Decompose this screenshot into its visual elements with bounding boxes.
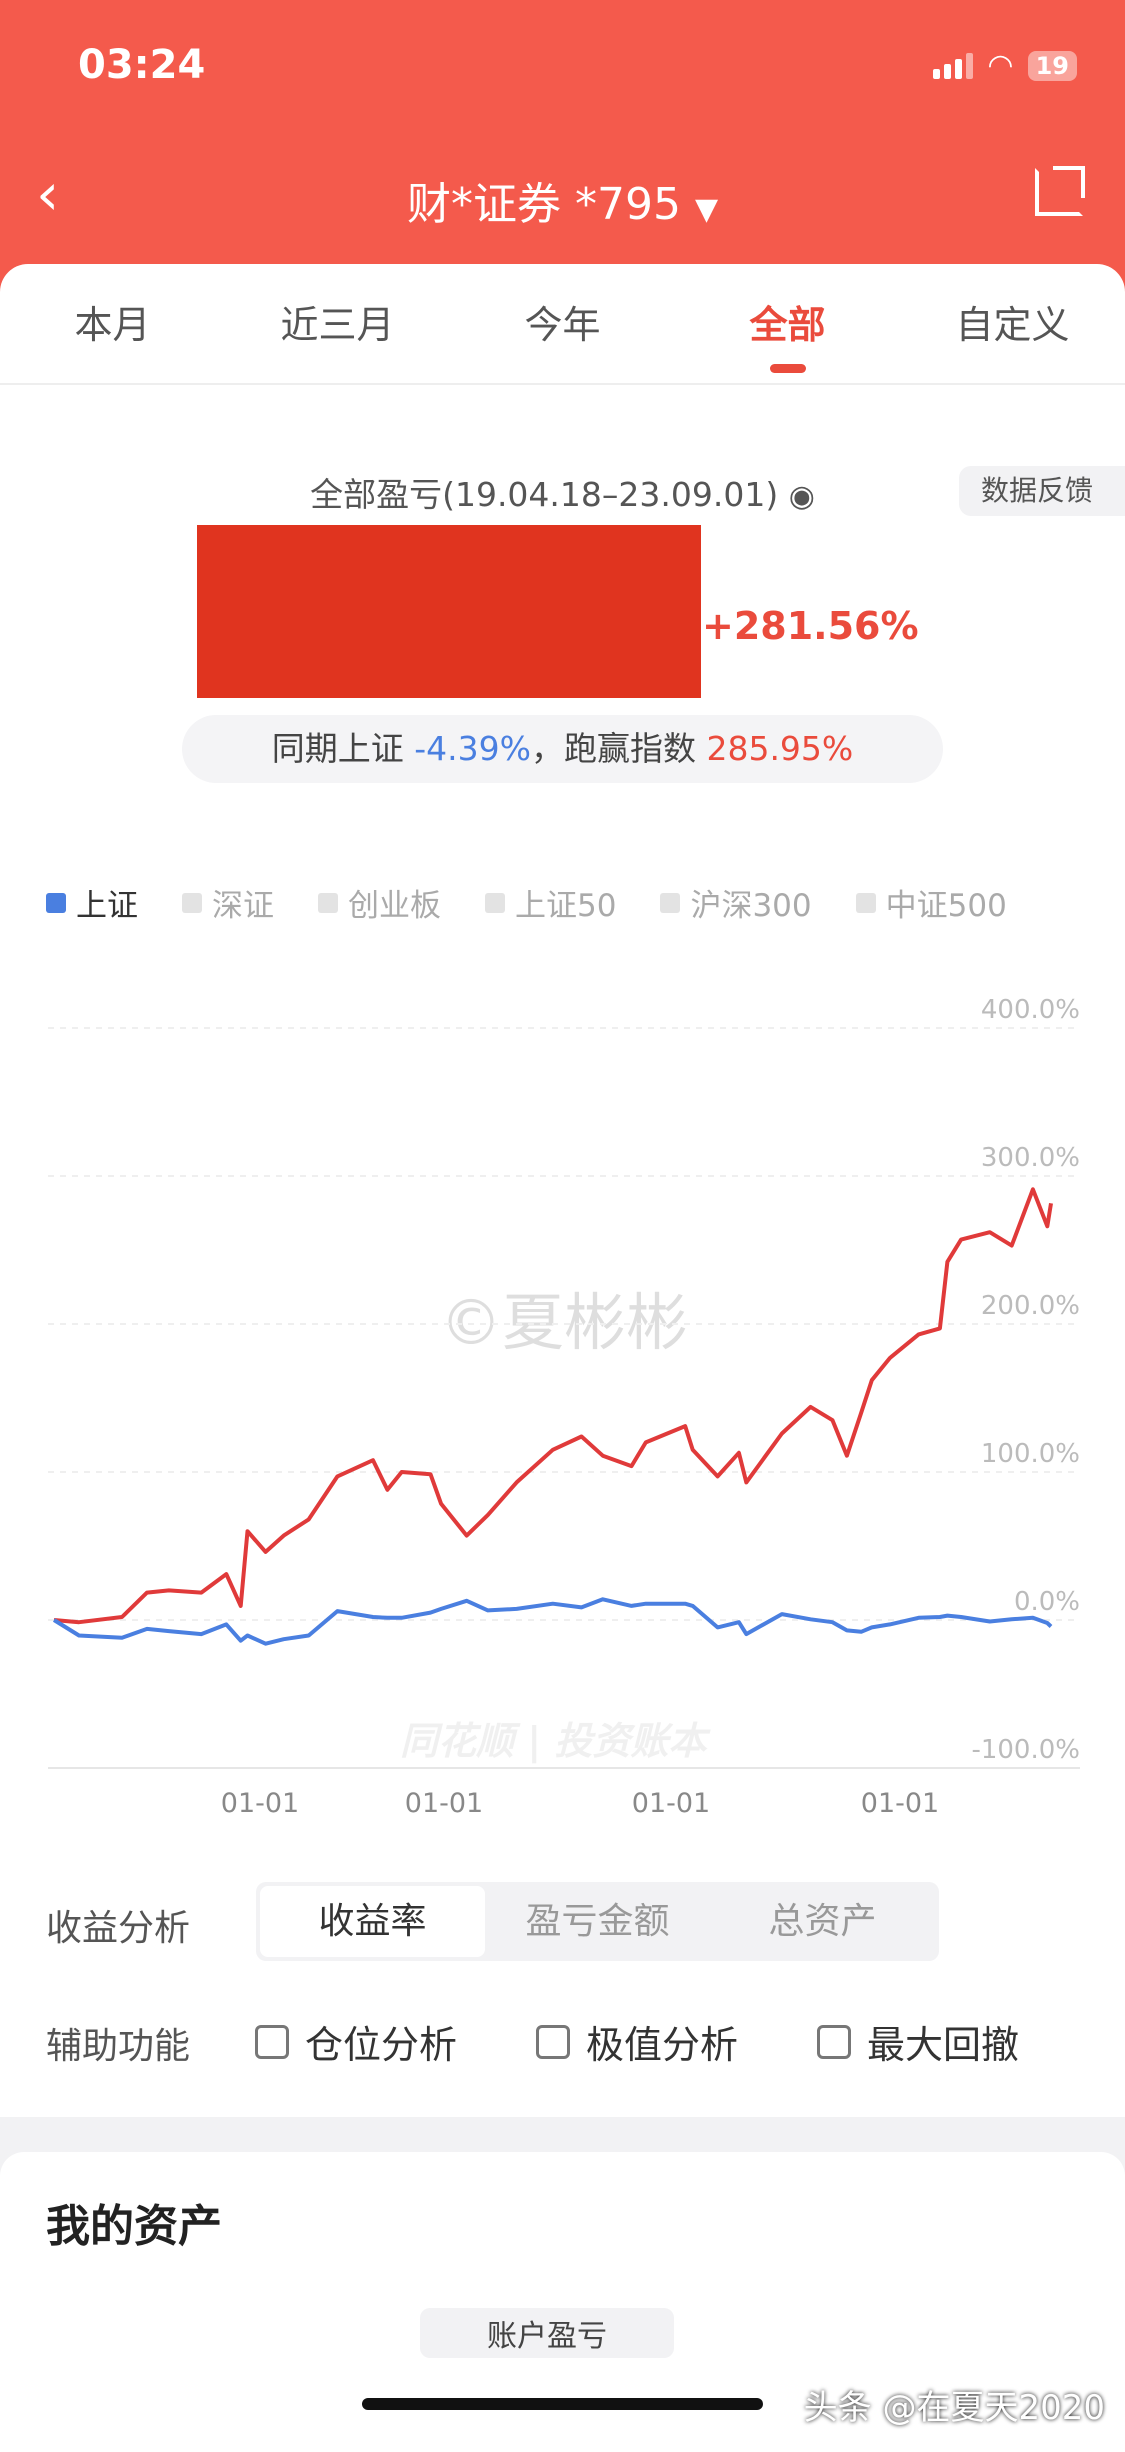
pl-title-text: 全部盈亏(19.04.18–23.09.01) [310,475,779,514]
legend-sse50[interactable]: 上证50 [485,880,616,925]
segment-pl-amount[interactable]: 盈亏金额 [525,1901,670,1942]
legend-chinext[interactable]: 创业板 [318,880,441,925]
analysis-segmented-control: 收益率 盈亏金额 总资产 [256,1882,939,1961]
aux-label: 辅助功能 [46,2026,191,2067]
author-watermark: ©夏彬彬 [440,1286,689,1359]
period-tabs: 本月 近三月 今年 全部 自定义 [0,290,1125,360]
compare-label: 同期上证 [271,729,404,768]
legend-csi500[interactable]: 中证500 [855,880,1007,925]
legend-swatch [855,892,876,913]
x-tick-label: 01-01 [404,1788,484,1819]
tab-this-year[interactable]: 今年 [524,303,601,347]
position-analysis-checkbox[interactable]: 仓位分析 [255,2014,457,2069]
feedback-button[interactable]: 数据反馈 [959,466,1125,516]
segment-total-assets[interactable]: 总资产 [768,1901,877,1942]
checkbox-label: 极值分析 [586,2023,739,2067]
y-tick-label: 300.0% [981,1143,1080,1173]
account-title: 财*证券 *795 [406,179,681,230]
header-bar [0,0,1125,300]
pl-title: 全部盈亏(19.04.18–23.09.01) ◉ [0,468,1125,516]
checkbox-icon [817,2024,851,2059]
legend-label: 沪深300 [690,888,812,924]
y-tick-label: -100.0% [971,1735,1080,1765]
checkbox-icon [536,2024,570,2059]
checkbox-icon [255,2024,289,2059]
account-return-line [53,1187,1053,1625]
legend-swatch [46,892,66,913]
legend-label: 上证50 [515,888,617,924]
tab-all[interactable]: 全部 [749,303,826,347]
share-icon[interactable] [1035,166,1085,216]
y-tick-label: 200.0% [981,1291,1080,1321]
analysis-label: 收益分析 [46,1908,191,1949]
legend-label: 中证500 [885,888,1007,924]
index-comparison: 同期上证 -4.39%，跑赢指数 285.95% [182,715,943,783]
max-drawdown-checkbox[interactable]: 最大回撤 [817,2014,1019,2069]
tab-custom[interactable]: 自定义 [955,303,1070,347]
legend-swatch [182,892,202,913]
legend-label: 深证 [212,888,274,924]
tab-month[interactable]: 本月 [74,303,151,347]
return-percent: +281.56% [702,604,919,648]
checkbox-label: 仓位分析 [305,2023,458,2067]
x-tick-label: 01-01 [631,1788,711,1819]
legend-swatch [485,892,505,913]
legend-csi300[interactable]: 沪深300 [660,880,812,925]
account-selector[interactable]: 财*证券 *795 ▼ [0,168,1125,232]
corner-watermark: 头条 @在夏天2020 [803,2388,1105,2428]
y-tick-label: 400.0% [981,995,1080,1025]
beat-label: ，跑赢指数 [530,729,696,768]
segment-return-rate[interactable]: 收益率 [260,1886,485,1957]
battery-icon: 19 [1027,50,1077,81]
return-chart[interactable]: 400.0% 300.0% 200.0% 100.0% 0.0% -100.0% [0,980,1125,1830]
shanghai-index-line [52,1597,1053,1646]
eye-icon[interactable]: ◉ [788,479,815,514]
divider [0,383,1125,385]
beat-percent: 285.95% [706,729,854,768]
legend-shenzhen[interactable]: 深证 [182,880,274,925]
extreme-analysis-checkbox[interactable]: 极值分析 [536,2014,738,2069]
redacted-amount [197,525,701,698]
tab-three-months[interactable]: 近三月 [280,303,395,347]
brand-watermark: 同花顺 | 投资账本 [400,1719,707,1763]
account-pl-button[interactable]: 账户盈亏 [420,2308,674,2358]
legend-swatch [660,892,681,913]
assets-title: 我的资产 [46,2201,222,2252]
legend-label: 上证 [76,888,138,924]
back-chevron-left-icon[interactable]: ‹ [36,160,60,228]
signal-icon [933,52,974,79]
tab-indicator [770,364,806,373]
legend-label: 创业板 [348,888,441,924]
wifi-icon: ◠ [987,48,1014,83]
legend-shanghai[interactable]: 上证 [46,880,138,925]
status-time: 03:24 [78,42,206,88]
y-tick-label: 0.0% [1014,1587,1080,1617]
index-percent: -4.39% [414,729,531,768]
legend-swatch [318,892,338,913]
x-tick-label: 01-01 [860,1788,940,1819]
home-indicator[interactable] [362,2398,763,2410]
status-icons: ◠ 19 [933,48,1077,83]
triangle-down-icon: ▼ [694,192,719,227]
y-tick-label: 100.0% [981,1439,1080,1469]
checkbox-label: 最大回撤 [867,2023,1020,2067]
chart-legend: 上证 深证 创业板 上证50 沪深300 中证500 [46,880,1007,925]
x-tick-label: 01-01 [220,1788,300,1819]
